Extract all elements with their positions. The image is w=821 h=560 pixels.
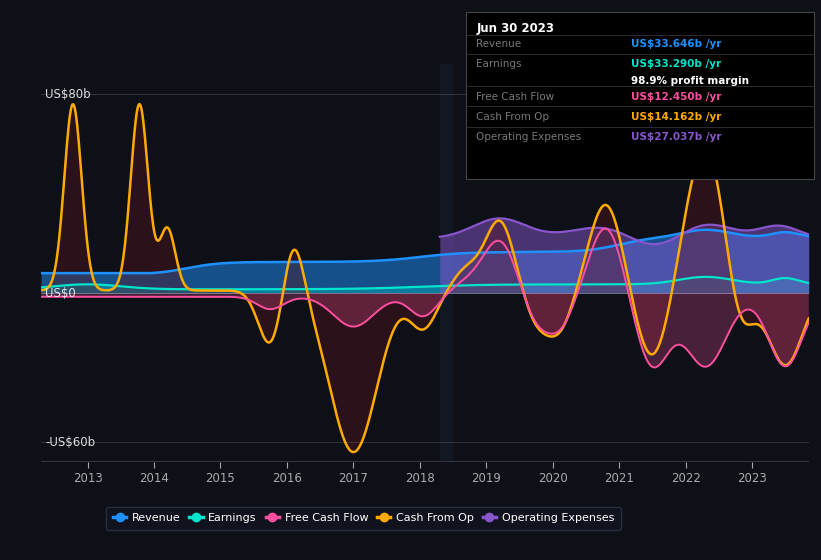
Text: US$14.162b /yr: US$14.162b /yr xyxy=(631,112,721,122)
Text: Earnings: Earnings xyxy=(476,59,521,69)
Text: US$33.646b /yr: US$33.646b /yr xyxy=(631,39,721,49)
Text: Operating Expenses: Operating Expenses xyxy=(476,132,581,142)
Text: Jun 30 2023: Jun 30 2023 xyxy=(476,22,554,35)
Text: Free Cash Flow: Free Cash Flow xyxy=(476,92,554,102)
Text: 98.9% profit margin: 98.9% profit margin xyxy=(631,76,749,86)
Legend: Revenue, Earnings, Free Cash Flow, Cash From Op, Operating Expenses: Revenue, Earnings, Free Cash Flow, Cash … xyxy=(106,507,621,530)
Text: Revenue: Revenue xyxy=(476,39,521,49)
Text: US$27.037b /yr: US$27.037b /yr xyxy=(631,132,721,142)
Text: US$12.450b /yr: US$12.450b /yr xyxy=(631,92,721,102)
Text: US$33.290b /yr: US$33.290b /yr xyxy=(631,59,721,69)
Text: US$80b: US$80b xyxy=(45,88,90,101)
Text: US$0: US$0 xyxy=(45,287,76,300)
Text: Cash From Op: Cash From Op xyxy=(476,112,549,122)
Bar xyxy=(440,64,453,462)
Text: -US$60b: -US$60b xyxy=(45,436,95,449)
